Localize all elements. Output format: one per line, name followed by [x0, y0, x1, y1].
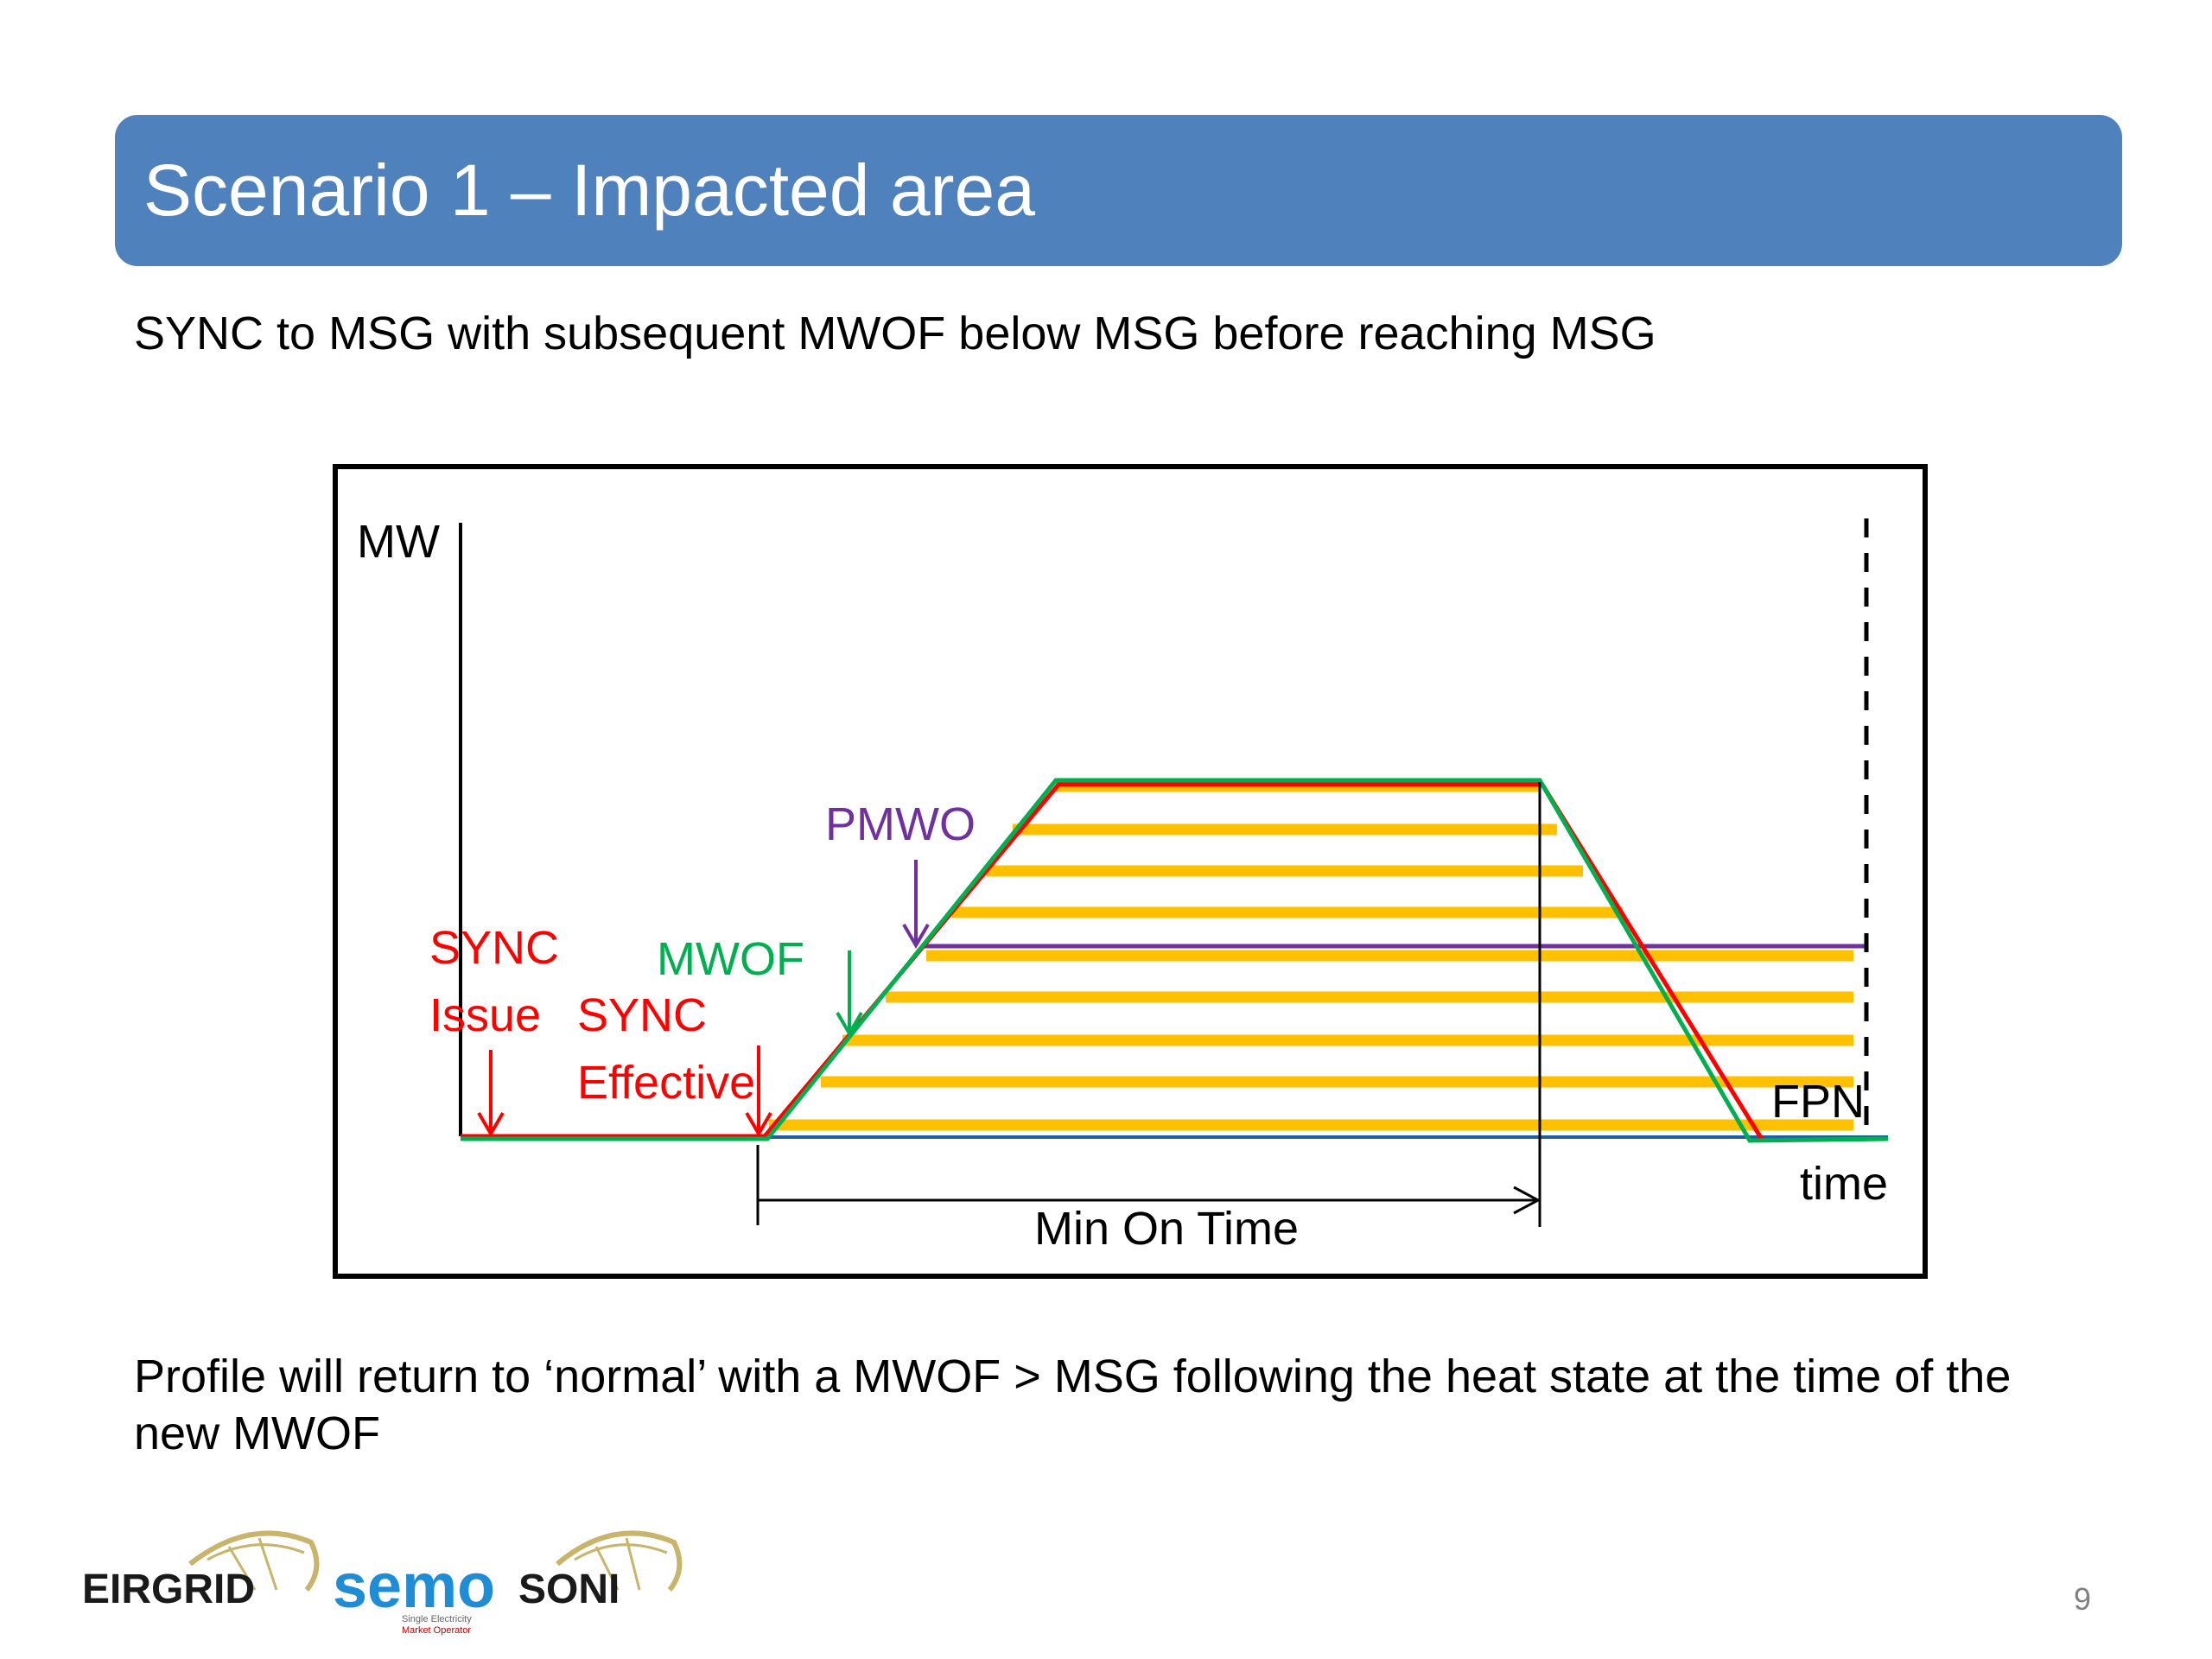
soni-wordmark: SONI	[518, 1567, 620, 1612]
eirgrid-wordmark: EIRGRID	[82, 1567, 255, 1612]
sync-effective-arrowhead	[745, 1111, 772, 1137]
sync-issue-label: SYNC	[429, 922, 559, 974]
fpn-label: FPN	[1771, 1076, 1865, 1128]
diagram-frame	[333, 464, 1928, 1279]
sync-issue-label: Issue	[429, 989, 541, 1041]
sync-effective-label: SYNC	[577, 989, 707, 1041]
min-on-time-arrowhead	[1513, 1185, 1541, 1215]
mwof-label: MWOF	[657, 933, 804, 985]
partner-logos: EIRGRID semo Single Electricity Market O…	[82, 1530, 683, 1636]
semo-logo: semo Single Electricity Market Operator	[333, 1552, 495, 1636]
semo-tagline: Market Operator	[402, 1625, 471, 1636]
sync-effective-label: Effective	[577, 1057, 755, 1109]
x-axis-label: time	[1800, 1158, 1888, 1210]
pmwo-arrowhead	[902, 923, 930, 949]
pmwo-label: PMWO	[825, 798, 976, 850]
sync-profile	[461, 782, 1765, 1142]
y-axis-label: MW	[357, 516, 440, 568]
soni-logo: SONI	[518, 1530, 683, 1612]
impacted-area	[769, 780, 1853, 1131]
slide-footer-text: Profile will return to ‘normal’ with a M…	[134, 1351, 2012, 1459]
soni-arc-icon	[556, 1530, 683, 1592]
page-number: 9	[2074, 1581, 2092, 1617]
eirgrid-logo: EIRGRID	[82, 1530, 320, 1612]
mwof-arrowhead	[836, 1011, 863, 1037]
semo-wordmark: semo	[333, 1552, 495, 1621]
slide-subtitle: SYNC to MSG with subsequent MWOF below M…	[134, 308, 1656, 359]
mwof-profile	[461, 778, 1889, 1143]
slide-title: Scenario 1 – Impacted area	[143, 149, 1035, 231]
sync-issue-arrowhead	[477, 1111, 505, 1137]
min-on-time-label: Min On Time	[1034, 1203, 1299, 1255]
eirgrid-arc-icon	[188, 1530, 320, 1592]
title-bar: Scenario 1 – Impacted area	[115, 115, 2122, 266]
semo-tagline: Single Electricity	[402, 1614, 472, 1624]
